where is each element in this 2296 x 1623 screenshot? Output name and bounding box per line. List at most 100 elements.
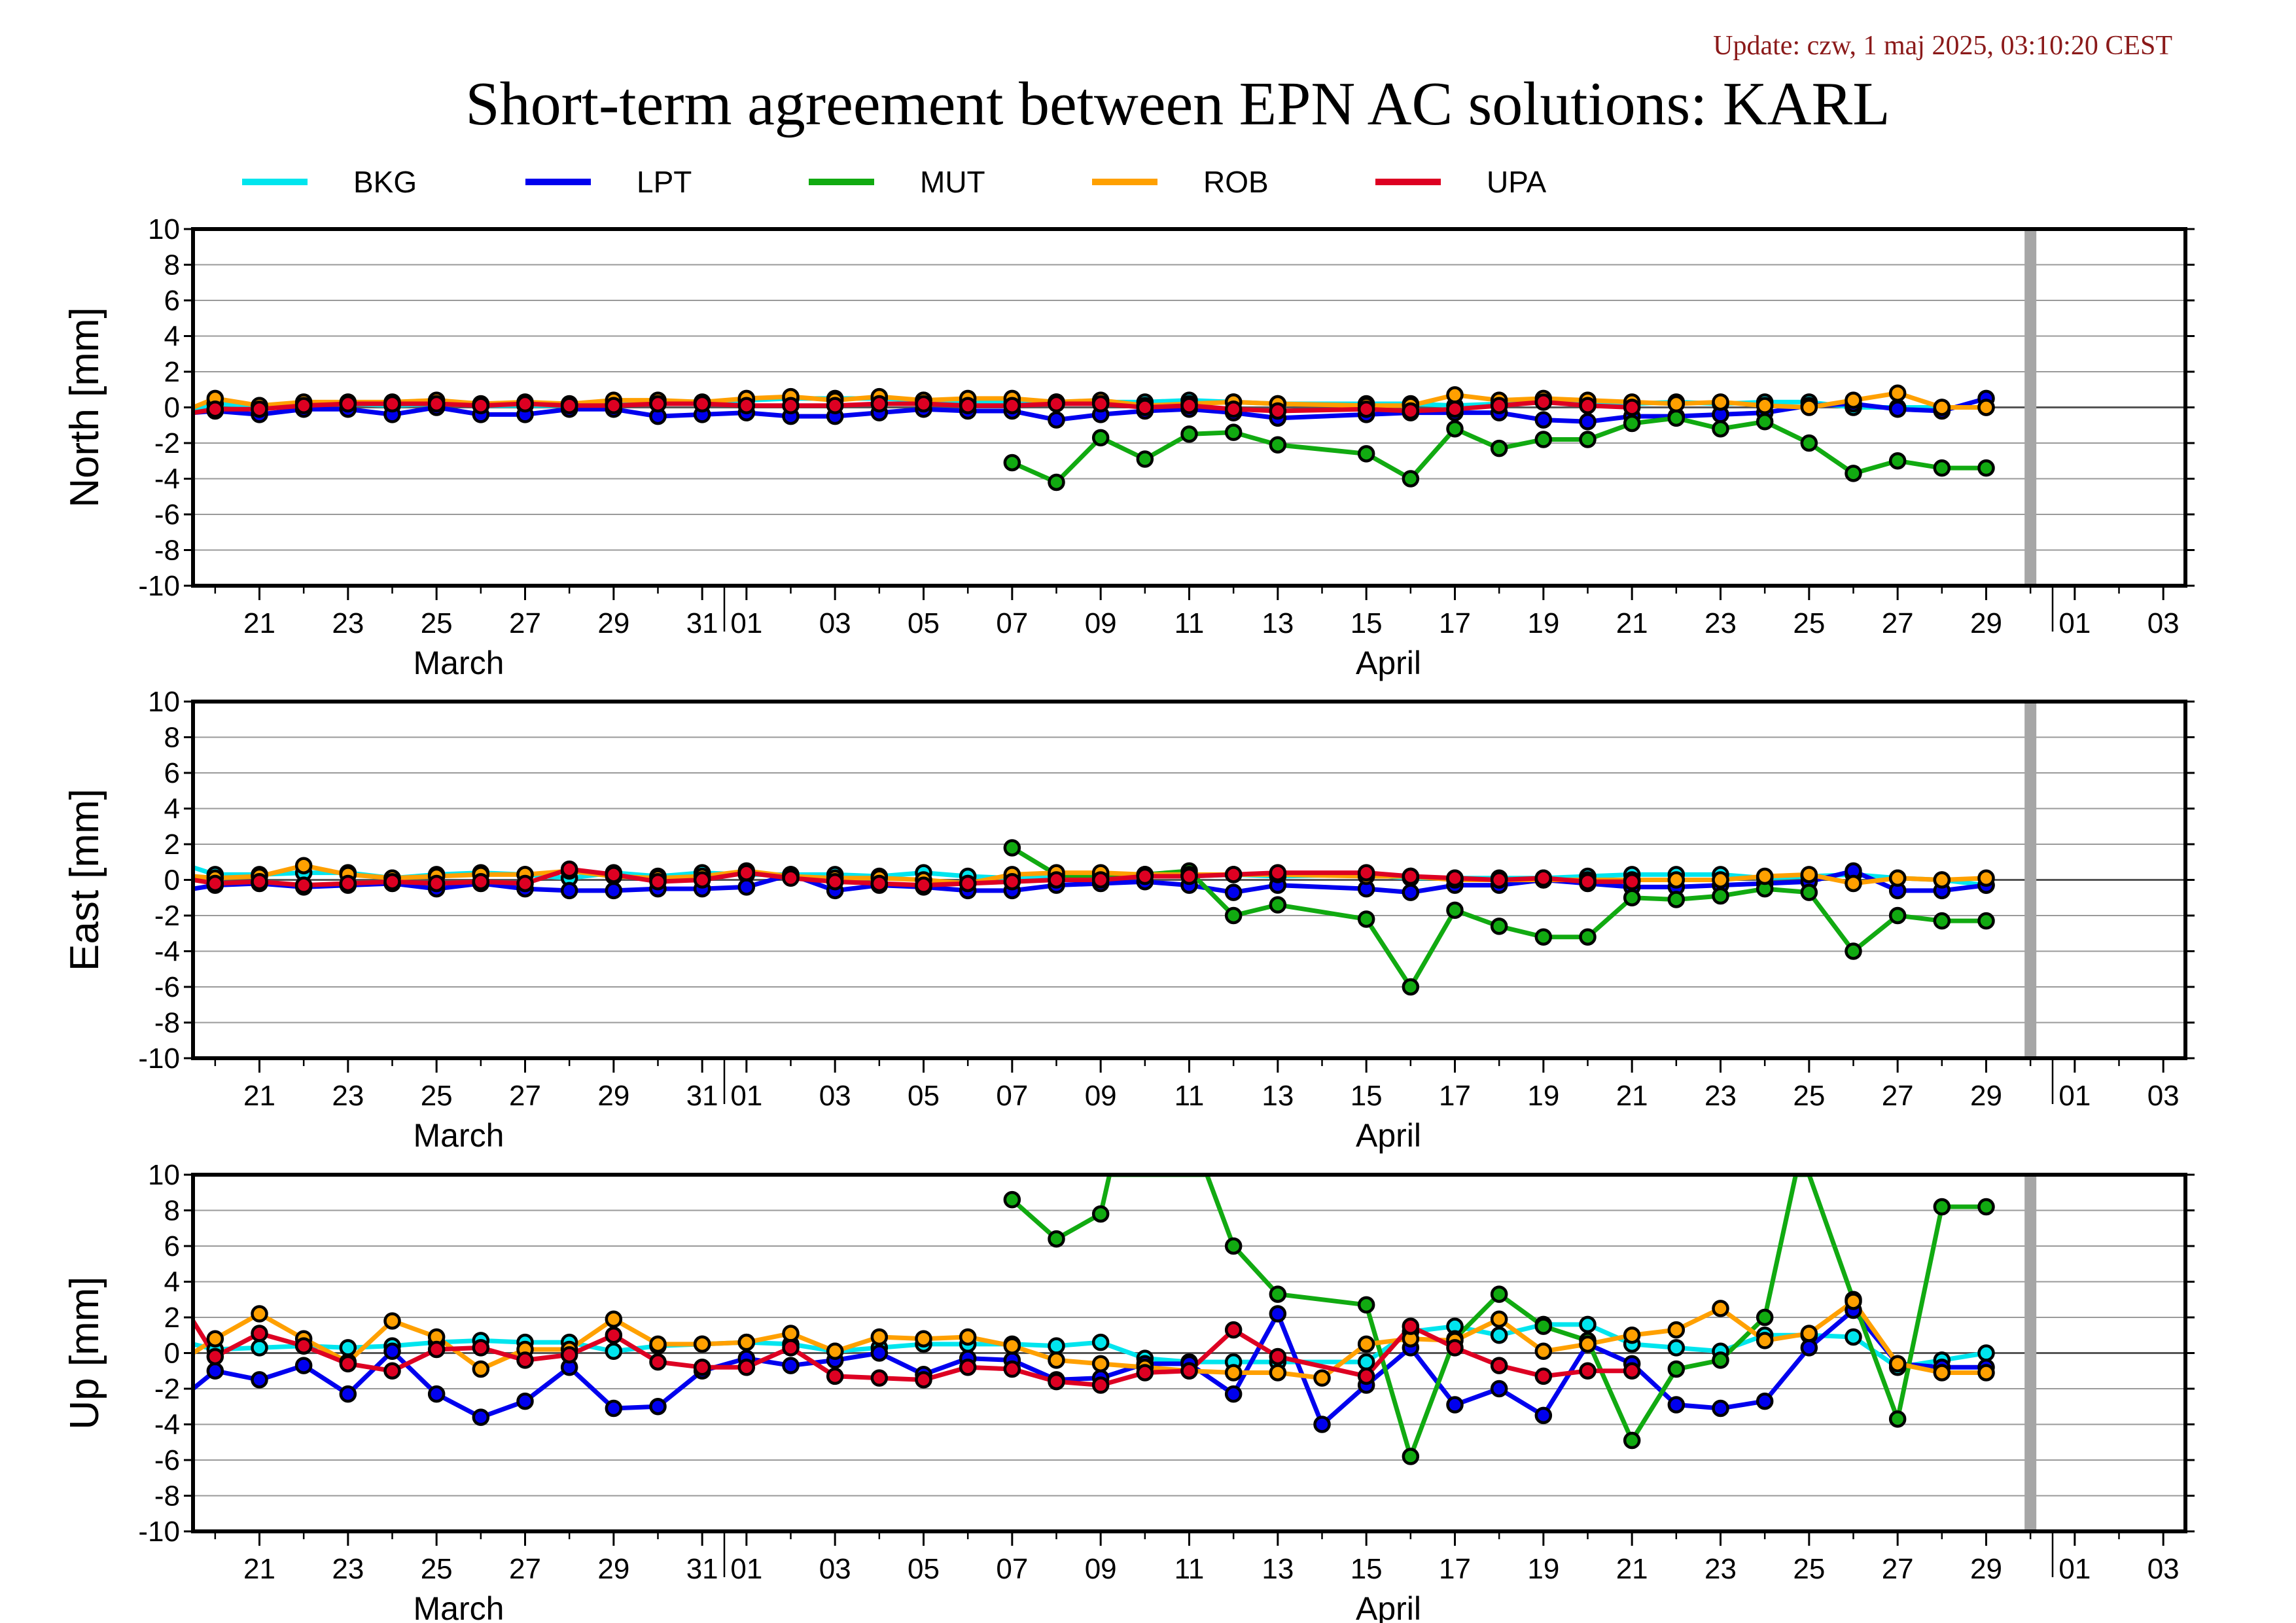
x-tick-label: 21 [1616,1553,1648,1585]
x-tick-label: 01 [730,1080,762,1112]
x-tick-label: 07 [996,607,1028,639]
point-upa [383,395,401,413]
point-upa [339,874,357,893]
point-upa [1490,397,1508,415]
point-upa [1048,395,1065,413]
y-tick-label: 2 [164,829,180,861]
x-tick-label: 17 [1439,607,1471,639]
point-rob [294,857,313,874]
point-upa [649,395,667,413]
x-tick-label: 25 [1793,1553,1825,1585]
point-upa [1446,400,1464,418]
y-tick-label: 6 [164,757,180,789]
y-tick-label: -2 [154,1373,180,1405]
point-mut [1933,459,1951,477]
x-tick-label: 27 [1882,607,1914,639]
point-rob [1003,1337,1021,1355]
point-upa [472,1339,490,1357]
point-mut [1534,431,1553,448]
month-label: March [414,1117,504,1154]
point-upa [959,397,977,415]
x-tick-label: 31 [686,1080,718,1112]
point-mut [1446,419,1464,438]
point-upa [1224,400,1243,418]
point-upa [294,1337,313,1355]
update-timestamp: Update: czw, 1 maj 2025, 03:10:20 CEST [1713,31,2172,61]
x-tick-label: 21 [243,1553,275,1585]
panel-up: 10 86 4 2 0-2 -4-6 -8 -10 21 23 25 27 29 31 01 03 05 07 09… [62,1159,2195,1623]
y-tick-label: 10 [148,1159,180,1191]
point-mut [1003,839,1021,857]
x-tick-label: 27 [509,1553,541,1585]
point-bkg [1490,1327,1508,1344]
legend-label-upa: UPA [1487,165,1546,199]
x-tick-label: 09 [1085,1553,1117,1585]
point-lpt [737,878,756,896]
point-upa [1136,867,1154,885]
x-tick-label: 13 [1262,1553,1294,1585]
point-rob [206,1330,224,1347]
point-upa [737,397,756,415]
x-tick-label: 03 [2147,607,2180,639]
point-mut [1667,1360,1686,1378]
series-line-mut [1011,846,1987,990]
x-tick-label: 03 [2147,1080,2180,1112]
point-mut [1224,1237,1243,1255]
series-line-mut [1010,1175,1987,1459]
point-rob [1490,1310,1508,1328]
point-upa [1224,866,1243,883]
point-mut [1756,1308,1774,1327]
point-mut [1667,409,1686,427]
x-tick-label: 27 [1882,1080,1914,1112]
x-tick-label: 17 [1439,1553,1471,1585]
panel-north: 10 8 6 42 0-2 -4 -6 -8-10 21 23 25 27 29 31 01 03 05 07 09… [62,213,2195,681]
point-lpt [427,1385,446,1403]
point-mut [1180,425,1198,443]
y-tick-label: -8 [154,1007,180,1039]
point-upa [826,397,844,415]
point-mut [1402,1448,1420,1465]
point-lpt [1756,1392,1774,1410]
point-upa [560,860,578,878]
point-upa [472,872,490,891]
point-lpt [782,1357,800,1374]
x-tick-label: 31 [686,1553,718,1585]
point-lpt [472,1408,490,1426]
point-rob [1888,384,1907,402]
x-tick-label: 29 [1970,607,2002,639]
y-tick-label: 2 [164,1302,180,1334]
point-upa [693,871,711,889]
y-tick-label: -8 [154,535,180,567]
point-bkg [251,1339,268,1357]
x-tick-label: 11 [1174,1080,1205,1112]
point-mut [1402,978,1420,996]
month-label: March [414,645,504,681]
x-tick-label: 21 [243,1080,275,1112]
point-mut [1091,1205,1110,1223]
panel-frame [191,1173,2187,1533]
point-rob [1888,869,1907,887]
point-upa [826,872,844,891]
point-rob [1667,1321,1686,1339]
point-rob [1800,866,1818,883]
point-upa [339,395,357,413]
legend-label-rob: ROB [1203,165,1269,199]
x-tick-label: 23 [332,607,364,639]
x-tick-label: 23 [332,1080,364,1112]
point-lpt [251,1371,268,1389]
x-tick-label: 15 [1351,1553,1383,1585]
x-tick-label: 15 [1351,1080,1383,1112]
point-upa [870,395,889,413]
point-mut [1490,918,1508,935]
point-mut [1357,445,1375,463]
point-mut [1269,436,1287,454]
y-tick-label: -10 [138,1043,180,1075]
y-tick-label: -10 [138,570,180,602]
point-upa [1579,1362,1597,1380]
x-tick-label: 03 [2147,1553,2180,1585]
point-lpt [1534,411,1553,429]
point-lpt [1446,1396,1464,1414]
x-tick-label: 25 [421,1553,453,1585]
point-lpt [1490,1380,1508,1398]
